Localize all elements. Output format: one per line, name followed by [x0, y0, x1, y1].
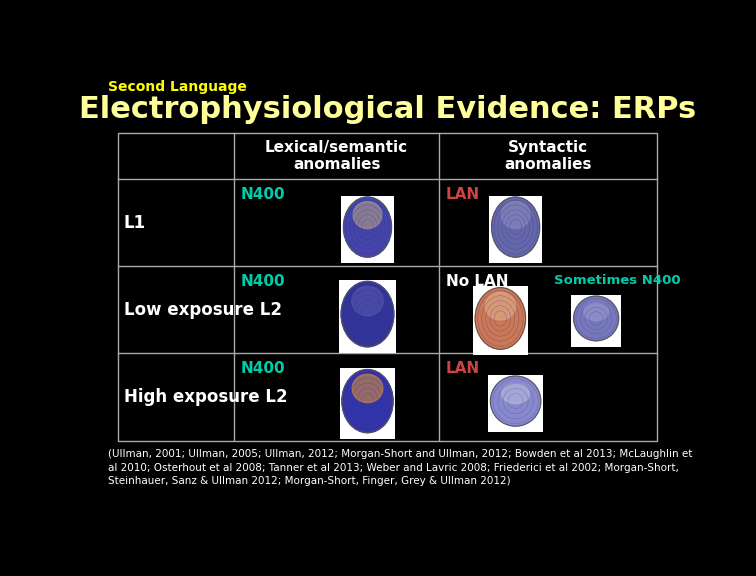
Ellipse shape — [353, 202, 382, 229]
Ellipse shape — [352, 286, 383, 316]
Text: Syntactic
anomalies: Syntactic anomalies — [504, 140, 592, 172]
Ellipse shape — [574, 296, 618, 341]
Bar — [339, 368, 395, 439]
Text: Low exposure L2: Low exposure L2 — [124, 301, 282, 319]
Bar — [488, 374, 543, 433]
Ellipse shape — [342, 370, 393, 433]
Ellipse shape — [476, 287, 525, 349]
Ellipse shape — [485, 292, 516, 320]
Bar — [118, 133, 657, 441]
Bar — [489, 195, 542, 263]
Ellipse shape — [491, 376, 541, 426]
Text: (Ullman, 2001; Ullman, 2005; Ullman, 2012; Morgan-Short and Ullman, 2012; Bowden: (Ullman, 2001; Ullman, 2005; Ullman, 201… — [108, 449, 692, 486]
Text: LAN: LAN — [445, 361, 480, 376]
Ellipse shape — [341, 281, 394, 347]
Ellipse shape — [584, 303, 609, 321]
Ellipse shape — [352, 374, 383, 403]
Text: L1: L1 — [124, 214, 146, 232]
Bar — [339, 280, 396, 353]
Text: Lexical/semantic
anomalies: Lexical/semantic anomalies — [265, 140, 408, 172]
Ellipse shape — [491, 197, 540, 257]
Bar — [472, 286, 528, 355]
Text: N400: N400 — [240, 187, 285, 202]
Ellipse shape — [343, 197, 392, 257]
Text: N400: N400 — [240, 361, 285, 376]
Text: Sometimes N400: Sometimes N400 — [554, 274, 680, 287]
Bar — [341, 195, 394, 263]
Text: Electrophysiological Evidence: ERPs: Electrophysiological Evidence: ERPs — [79, 94, 696, 124]
Text: No LAN: No LAN — [445, 274, 508, 289]
Text: LAN: LAN — [445, 187, 480, 202]
Text: N400: N400 — [240, 274, 285, 289]
Ellipse shape — [501, 202, 530, 229]
Text: Second Language: Second Language — [108, 80, 247, 94]
Ellipse shape — [502, 384, 529, 404]
Text: High exposure L2: High exposure L2 — [124, 388, 287, 406]
Bar — [572, 294, 621, 347]
